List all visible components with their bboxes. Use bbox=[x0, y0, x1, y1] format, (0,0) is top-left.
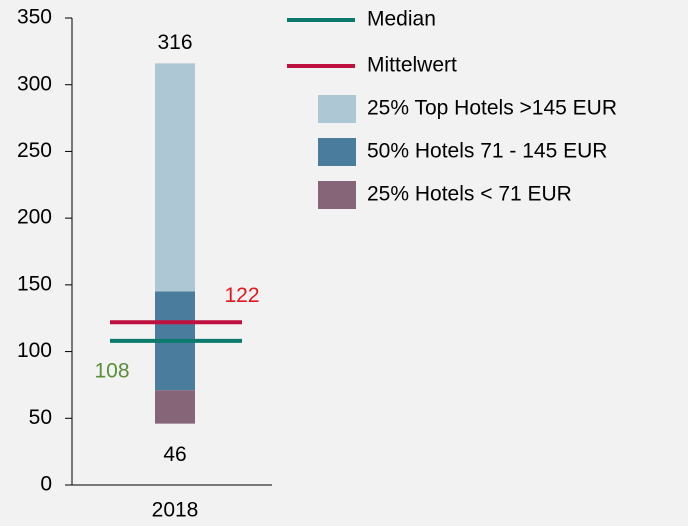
y-tick-label: 200 bbox=[17, 206, 52, 229]
max-label: 316 bbox=[157, 31, 192, 54]
min-label: 46 bbox=[163, 443, 186, 466]
bar-segment bbox=[155, 390, 195, 424]
x-tick-label: 2018 bbox=[152, 499, 199, 522]
legend-label: Mittelwert bbox=[367, 54, 457, 77]
y-tick-label: 150 bbox=[17, 272, 52, 295]
stat-label: 108 bbox=[94, 359, 129, 382]
legend-label: 25% Top Hotels >145 EUR bbox=[367, 97, 617, 120]
y-tick-label: 100 bbox=[17, 339, 52, 362]
stat-label: 122 bbox=[224, 284, 259, 307]
y-tick-label: 50 bbox=[29, 406, 52, 429]
y-tick-label: 250 bbox=[17, 139, 52, 162]
legend-swatch bbox=[318, 181, 356, 209]
legend-swatch bbox=[318, 138, 356, 166]
legend-swatch bbox=[318, 95, 356, 123]
legend-label: Median bbox=[367, 8, 436, 31]
legend-label: 50% Hotels 71 - 145 EUR bbox=[367, 140, 607, 163]
legend-label: 25% Hotels < 71 EUR bbox=[367, 183, 572, 206]
y-tick-label: 0 bbox=[40, 473, 52, 496]
bar-segment bbox=[155, 63, 195, 292]
y-tick-label: 350 bbox=[17, 6, 52, 29]
y-tick-label: 300 bbox=[17, 72, 52, 95]
